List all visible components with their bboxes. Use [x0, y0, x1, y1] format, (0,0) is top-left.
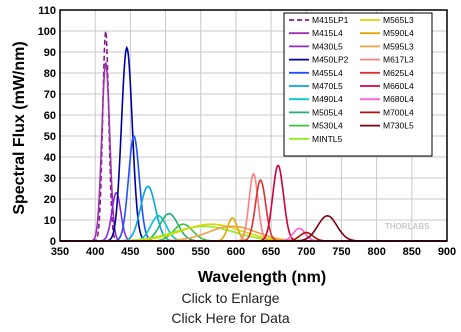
y-tick-label: 60 [44, 110, 56, 122]
legend-label: M730L5 [383, 121, 414, 131]
x-tick-label: 750 [332, 246, 350, 258]
x-tick-label: 550 [192, 246, 210, 258]
y-tick-label: 70 [44, 89, 56, 101]
x-tick-label: 850 [403, 246, 421, 258]
x-tick-label: 650 [262, 246, 280, 258]
legend-label: M415L4 [312, 28, 343, 38]
x-tick-label: 450 [121, 246, 139, 258]
legend-label: M505L4 [312, 107, 343, 117]
legend-label: M470L5 [312, 81, 343, 91]
x-axis-label: Wavelength (nm) [198, 269, 326, 286]
legend: M415LP1 M415L4 M430L5 M450LP2 M455L4 M470L5 M4… [283, 12, 433, 157]
x-tick-label: 700 [297, 246, 315, 258]
x-tick-label: 500 [156, 246, 174, 258]
legend-label: M625L4 [383, 68, 414, 78]
plot-frame [59, 9, 448, 242]
legend-box [283, 12, 433, 157]
legend-label: M595L3 [383, 41, 414, 51]
y-axis-label: Spectral Flux (mW/nm) [11, 41, 28, 214]
legend-label: M415LP1 [312, 15, 349, 25]
y-tick-label: 110 [38, 5, 56, 17]
legend-label: M450LP2 [312, 55, 349, 65]
legend-label: M660L4 [383, 81, 414, 91]
y-tick-label: 20 [44, 194, 56, 206]
y-tick-label: 10 [44, 215, 56, 227]
legend-label: M590L4 [383, 28, 414, 38]
legend-label: M530L4 [312, 121, 343, 131]
enlarge-link[interactable]: Click to Enlarge [181, 290, 280, 306]
legend-label: M700L4 [383, 107, 414, 117]
y-tick-label: 90 [44, 47, 56, 59]
legend-label: M455L4 [312, 68, 343, 78]
y-tick-label: 30 [44, 173, 56, 185]
y-tick-label: 0 [50, 236, 56, 248]
legend-label: M680L4 [383, 94, 414, 104]
legend-label: M430L5 [312, 41, 343, 51]
y-tick-label: 80 [44, 68, 56, 80]
thorlabs-watermark: THORLABS [385, 222, 430, 231]
x-tick-label: 350 [51, 246, 69, 258]
y-tick-label: 50 [44, 131, 56, 143]
y-tick-label: 100 [38, 26, 56, 38]
x-tick-labels: 350 400 450 500 550 600 650 700 750 800 850 900 [51, 246, 456, 258]
x-tick-label: 800 [367, 246, 385, 258]
data-link[interactable]: Click Here for Data [171, 310, 290, 326]
spectral-flux-chart: 0 10 20 30 40 50 60 70 80 90 100 110 350 400 450 500 55… [11, 5, 457, 286]
x-tick-label: 900 [438, 246, 456, 258]
legend-label: MINTL5 [312, 134, 343, 144]
x-tick-label: 600 [227, 246, 245, 258]
y-tick-labels: 0 10 20 30 40 50 60 70 80 90 100 110 [38, 5, 56, 248]
legend-label: M490L4 [312, 94, 343, 104]
legend-label: M617L3 [383, 55, 414, 65]
legend-label: M565L3 [383, 15, 414, 25]
x-tick-label: 400 [86, 246, 104, 258]
y-tick-label: 40 [44, 152, 56, 164]
